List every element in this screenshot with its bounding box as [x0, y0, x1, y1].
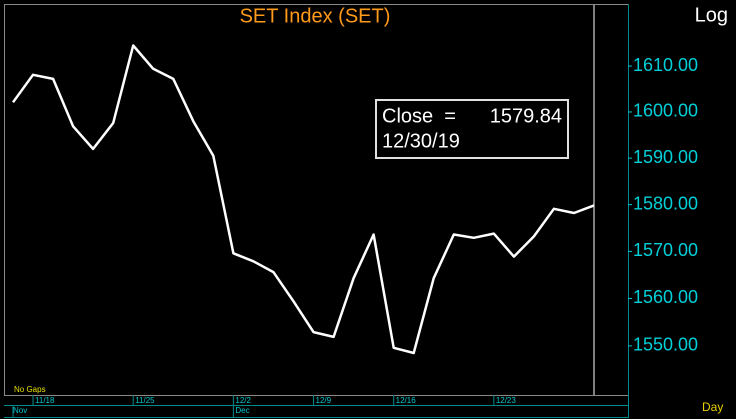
month-label: Nov — [13, 406, 27, 415]
scale-label: Log — [695, 4, 728, 26]
cursor-field: Close = — [382, 105, 456, 127]
y-tick-label: 1560.00 — [633, 287, 698, 307]
x-tick-label: 11/18 — [35, 396, 55, 405]
cursor-value: 1579.84 — [490, 105, 562, 127]
price-line — [11, 44, 595, 355]
x-tick-label: 12/16 — [396, 396, 417, 405]
chart-title: SET Index (SET) — [240, 5, 391, 27]
y-tick-label: 1580.00 — [633, 193, 698, 213]
y-tick-label: 1570.00 — [633, 240, 698, 260]
y-tick-label: 1600.00 — [633, 101, 698, 121]
x-tick-label: 12/23 — [496, 396, 517, 405]
period-label: Day — [702, 400, 723, 414]
y-tick-label: 1590.00 — [633, 147, 698, 167]
x-tick-label: 11/25 — [135, 396, 155, 405]
x-tick-label: 12/2 — [235, 396, 251, 405]
month-label: Dec — [235, 406, 249, 415]
gaps-label: No Gaps — [14, 385, 46, 394]
cursor-box — [375, 99, 569, 159]
y-tick-label: 1550.00 — [633, 335, 698, 355]
x-tick-label: 12/9 — [316, 396, 332, 405]
cursor-date: 12/30/19 — [382, 130, 460, 152]
y-tick-label: 1610.00 — [633, 55, 698, 75]
